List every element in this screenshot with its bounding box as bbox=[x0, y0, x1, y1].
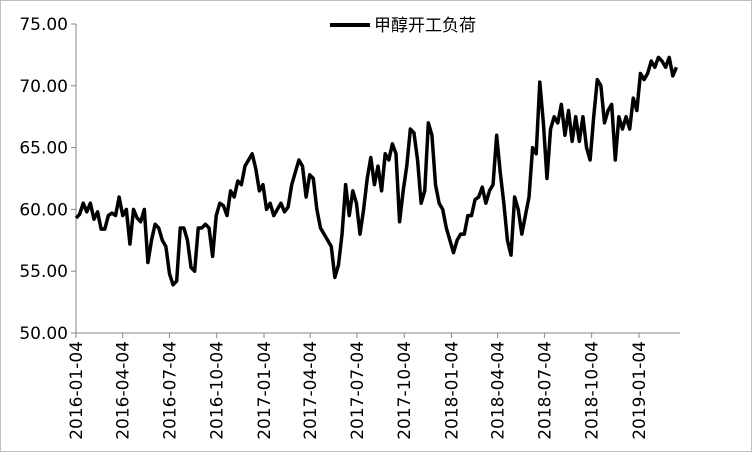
data-line bbox=[74, 55, 679, 287]
x-tick-label: 2017-01-04 bbox=[255, 341, 275, 440]
x-tick-label: 2016-04-04 bbox=[114, 341, 134, 440]
y-tick-label: 60.00 bbox=[19, 200, 68, 220]
y-tick-label: 75.00 bbox=[19, 15, 68, 35]
x-tick-label: 2017-04-04 bbox=[301, 341, 321, 440]
x-tick-label: 2017-07-04 bbox=[348, 341, 368, 440]
x-tick-label: 2016-10-04 bbox=[208, 341, 228, 440]
x-tick-label: 2018-04-04 bbox=[489, 341, 509, 440]
x-tick-label: 2018-07-04 bbox=[535, 341, 555, 440]
y-tick-label: 70.00 bbox=[19, 77, 68, 97]
x-tick-label: 2018-01-04 bbox=[442, 341, 462, 440]
y-tick-label: 55.00 bbox=[19, 262, 68, 282]
x-tick-label: 2019-01-04 bbox=[630, 341, 650, 440]
x-tick-label: 2018-10-04 bbox=[583, 341, 603, 440]
y-tick-label: 65.00 bbox=[19, 139, 68, 159]
y-tick-label: 50.00 bbox=[19, 324, 68, 344]
x-tick-label: 2017-10-04 bbox=[395, 341, 415, 440]
x-tick-label: 2016-07-04 bbox=[160, 341, 180, 440]
x-tick-label: 2016-01-04 bbox=[67, 341, 87, 440]
legend-label: 甲醇开工负荷 bbox=[374, 16, 476, 36]
